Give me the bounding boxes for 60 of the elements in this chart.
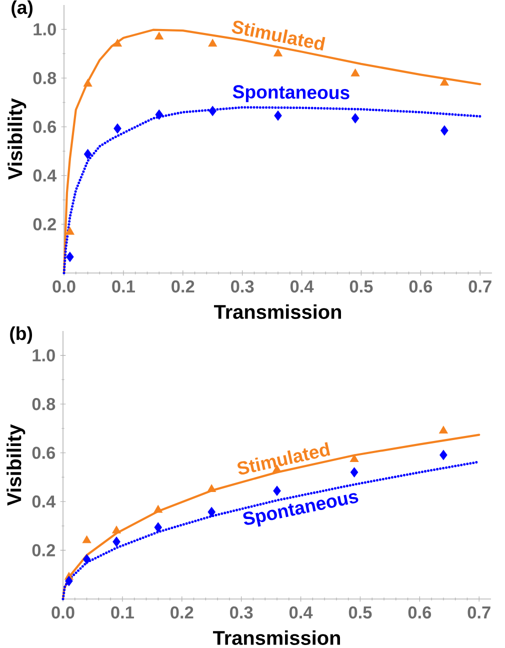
x-tick-label: 0.6 — [408, 606, 432, 619]
point — [154, 32, 164, 40]
x-axis-title: Transmission — [214, 304, 341, 319]
point — [84, 149, 92, 160]
x-tick-label: 0.4 — [290, 280, 314, 293]
x-tick-label: 0.2 — [170, 606, 194, 619]
chart-title: (a) — [12, 0, 32, 18]
y-tick-label: 0.4 — [33, 169, 57, 182]
point — [65, 576, 73, 586]
y-tick-label: 0.8 — [32, 398, 56, 410]
series-label: Spontaneous — [232, 85, 350, 102]
y-axis-title: Visibility — [6, 424, 26, 506]
x-tick-label: 0.7 — [468, 606, 490, 619]
point — [208, 38, 218, 47]
x-tick-label: 0.5 — [348, 606, 372, 619]
point — [66, 252, 74, 262]
y-tick-label: 0.8 — [33, 72, 56, 84]
y-tick-label: 1.0 — [34, 23, 56, 36]
point — [113, 38, 122, 47]
x-tick-label: 0.0 — [52, 280, 76, 293]
point — [207, 484, 216, 492]
point — [350, 467, 358, 478]
point — [350, 454, 359, 462]
x-tick-label: 0.0 — [52, 606, 74, 619]
y-tick-label: 0.6 — [33, 120, 56, 133]
x-tick-label: 0.1 — [112, 280, 135, 293]
x-tick-label: 0.3 — [230, 606, 253, 619]
point — [82, 535, 92, 544]
point — [154, 522, 162, 532]
text: Stimulated — [232, 20, 326, 51]
x-tick-label: 0.1 — [111, 606, 134, 619]
y-axis-title: Visibility — [8, 98, 26, 180]
point — [208, 106, 216, 116]
point — [112, 536, 120, 547]
x-axis-title: Transmission — [213, 630, 340, 645]
point — [274, 110, 282, 121]
x-tick-label: 0.2 — [172, 280, 194, 293]
point — [440, 125, 448, 136]
x-tick-label: 0.7 — [468, 280, 492, 293]
x-tick-label: 0.6 — [409, 280, 432, 293]
point — [350, 68, 360, 76]
x-tick-label: 0.3 — [231, 280, 254, 293]
y-tick-label: 1.0 — [32, 349, 55, 362]
point — [112, 526, 121, 534]
point — [154, 505, 163, 513]
x-tick-label: 0.5 — [350, 280, 373, 293]
y-tick-label: 0.2 — [32, 544, 55, 556]
point — [114, 123, 122, 134]
point — [155, 110, 163, 120]
point — [440, 450, 448, 460]
y-tick-label: 0.6 — [32, 446, 56, 459]
y-tick-label: 0.4 — [32, 495, 56, 508]
x-tick-label: 0.4 — [289, 606, 313, 619]
y-tick-label: 0.2 — [33, 218, 56, 230]
point — [439, 426, 448, 434]
point — [83, 78, 92, 87]
point — [351, 113, 360, 124]
chart-title: (b) — [10, 326, 32, 344]
point — [208, 506, 216, 518]
point — [82, 554, 91, 564]
